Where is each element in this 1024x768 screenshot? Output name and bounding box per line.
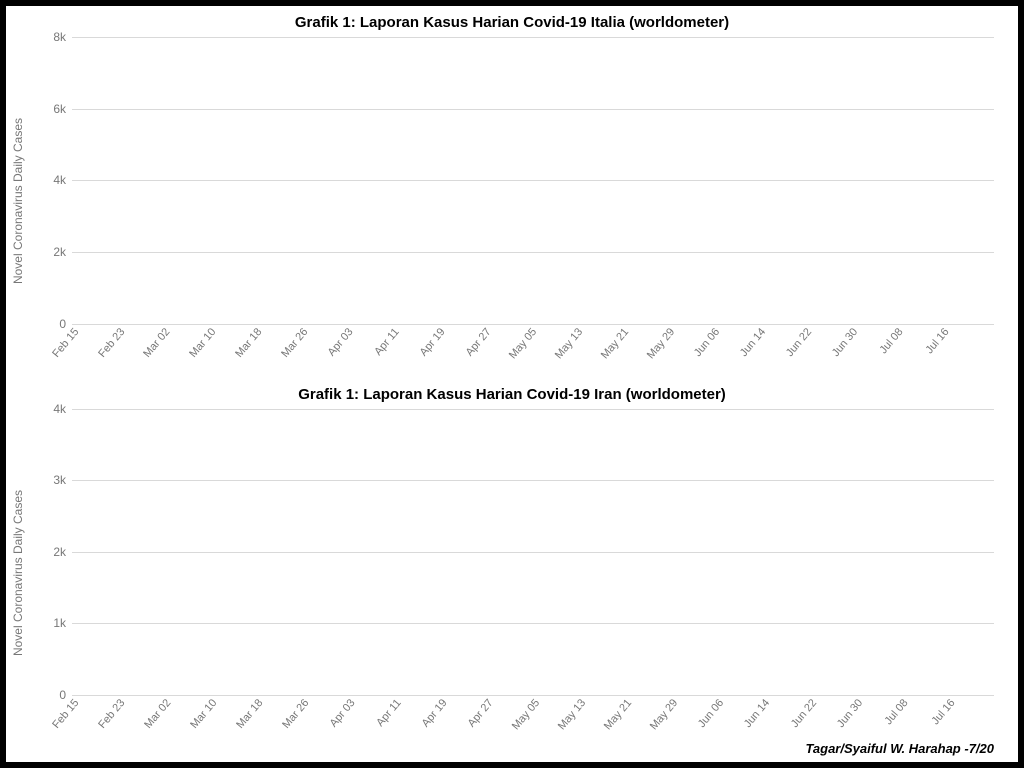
x-tick-label: Mar 02 xyxy=(142,697,173,731)
x-tick-label: Mar 26 xyxy=(280,697,311,731)
x-tick-label: Apr 27 xyxy=(466,697,496,730)
y-tick-label: 2k xyxy=(53,245,66,259)
x-tick-label: Jun 06 xyxy=(692,326,722,359)
x-tick-label: Mar 26 xyxy=(279,326,310,360)
x-tick-label: Mar 02 xyxy=(142,326,173,360)
plot-area: 02k4k6k8k xyxy=(72,37,994,324)
y-tick-label: 8k xyxy=(53,30,66,44)
y-tick-label: 0 xyxy=(59,688,66,702)
y-axis-label: Novel Coronavirus Daily Cases xyxy=(11,118,25,284)
x-tick-label: May 13 xyxy=(556,697,588,732)
x-tick-label: Feb 15 xyxy=(50,697,81,731)
x-tick-label: Feb 15 xyxy=(50,326,81,360)
chart-body: Novel Coronavirus Daily Cases 01k2k3k4k … xyxy=(24,405,1000,742)
y-tick-label: 6k xyxy=(53,102,66,116)
x-tick-label: Jun 30 xyxy=(830,326,860,359)
x-tick-label: Apr 03 xyxy=(326,326,356,359)
figure-frame: Grafik 1: Laporan Kasus Harian Covid-19 … xyxy=(0,0,1024,768)
chart-italia: Grafik 1: Laporan Kasus Harian Covid-19 … xyxy=(24,12,1000,370)
x-tick-label: Feb 23 xyxy=(96,697,127,731)
x-tick-label: Jul 16 xyxy=(924,326,952,356)
chart-body: Novel Coronavirus Daily Cases 02k4k6k8k … xyxy=(24,33,1000,370)
x-tick-label: Mar 18 xyxy=(234,697,265,731)
x-tick-label: Jun 14 xyxy=(742,697,772,730)
y-tick-label: 4k xyxy=(53,402,66,416)
x-tick-label: Apr 27 xyxy=(463,326,493,359)
plot-area: 01k2k3k4k xyxy=(72,409,994,696)
chart-spacer xyxy=(24,370,1000,384)
x-tick-label: Jun 06 xyxy=(696,697,726,730)
x-tick-label: Mar 10 xyxy=(188,697,219,731)
x-axis: Feb 15Feb 23Mar 02Mar 10Mar 18Mar 26Apr … xyxy=(72,324,994,370)
x-tick-label: Jul 08 xyxy=(883,697,911,727)
x-tick-label: Apr 11 xyxy=(372,326,402,358)
chart-title: Grafik 1: Laporan Kasus Harian Covid-19 … xyxy=(24,386,1000,403)
x-tick-label: Apr 19 xyxy=(420,697,450,730)
x-tick-label: May 29 xyxy=(648,697,680,732)
y-tick-label: 4k xyxy=(53,173,66,187)
credit-line: Tagar/Syaiful W. Harahap -7/20 xyxy=(24,741,1000,756)
x-tick-label: May 13 xyxy=(553,326,585,361)
x-tick-label: May 05 xyxy=(507,326,539,361)
y-tick-label: 0 xyxy=(59,317,66,331)
bars-container xyxy=(72,37,994,324)
x-tick-label: Jun 22 xyxy=(784,326,814,359)
x-tick-label: May 05 xyxy=(510,697,542,732)
y-axis-label: Novel Coronavirus Daily Cases xyxy=(11,490,25,656)
x-tick-label: May 21 xyxy=(599,326,631,361)
x-tick-label: Mar 10 xyxy=(187,326,218,360)
y-tick-label: 2k xyxy=(53,545,66,559)
y-tick-label: 3k xyxy=(53,473,66,487)
x-tick-label: Jul 16 xyxy=(929,697,957,727)
chart-title: Grafik 1: Laporan Kasus Harian Covid-19 … xyxy=(24,14,1000,31)
x-tick-label: Jul 08 xyxy=(878,326,906,356)
x-tick-label: Jun 14 xyxy=(738,326,768,359)
x-tick-label: Mar 18 xyxy=(233,326,264,360)
x-tick-label: Apr 11 xyxy=(374,697,404,729)
x-tick-label: Apr 19 xyxy=(418,326,448,359)
x-tick-label: Feb 23 xyxy=(96,326,127,360)
x-tick-label: Jun 22 xyxy=(788,697,818,730)
x-tick-label: May 29 xyxy=(644,326,676,361)
x-tick-label: Jun 30 xyxy=(834,697,864,730)
y-tick-label: 1k xyxy=(53,616,66,630)
x-axis: Feb 15Feb 23Mar 02Mar 10Mar 18Mar 26Apr … xyxy=(72,695,994,741)
x-tick-label: Apr 03 xyxy=(328,697,358,730)
x-tick-label: May 21 xyxy=(602,697,634,732)
bars-container xyxy=(72,409,994,696)
chart-iran: Grafik 1: Laporan Kasus Harian Covid-19 … xyxy=(24,384,1000,742)
